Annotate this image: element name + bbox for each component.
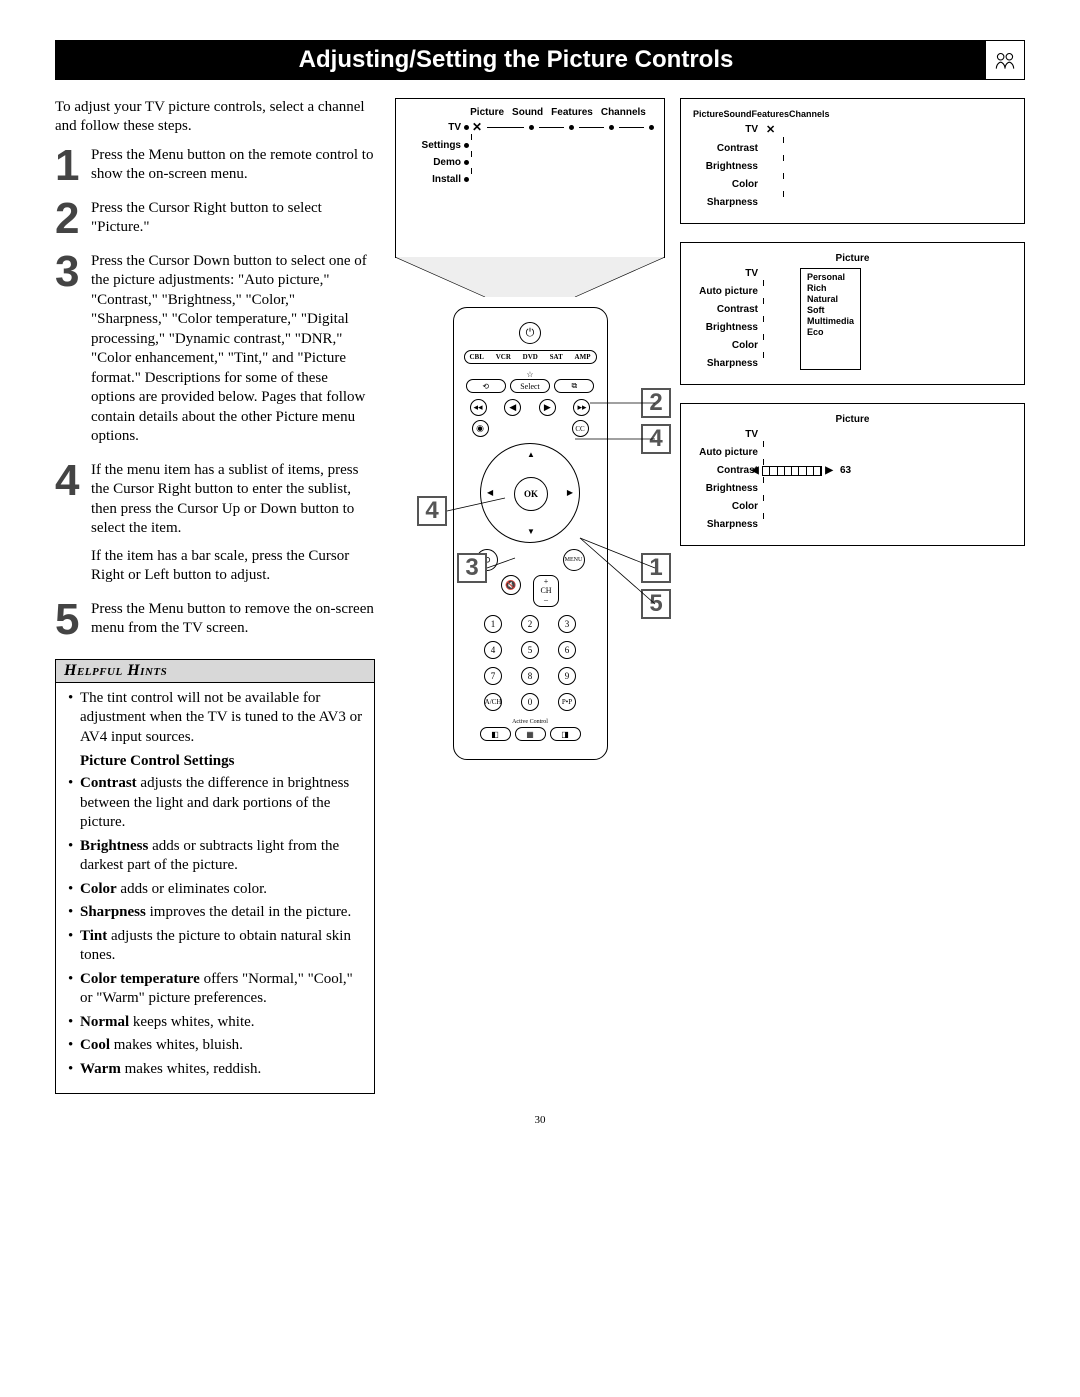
callout-4: 4 xyxy=(641,424,671,454)
hint-item: Normal keeps whites, white. xyxy=(66,1013,364,1033)
intro-text: To adjust your TV picture controls, sele… xyxy=(55,98,375,136)
channel-rocker: +CH– xyxy=(533,575,559,607)
page-number: 30 xyxy=(55,1114,1025,1126)
steps-list: 1 Press the Menu button on the remote co… xyxy=(55,146,375,647)
step-text: Press the Cursor Down button to select o… xyxy=(91,252,375,455)
osd-picture-menu: PictureSoundFeaturesChannels TV✕ Contras… xyxy=(680,98,1025,224)
rewind-icon: ◂◂ xyxy=(470,399,487,416)
step-number: 5 xyxy=(55,600,91,647)
header-icon xyxy=(985,40,1025,80)
hint-item: Tint adjusts the picture to obtain natur… xyxy=(66,927,364,966)
hint-item: Color adds or eliminates color. xyxy=(66,880,364,900)
cc-button: CC xyxy=(572,420,589,437)
hints-subheading: Picture Control Settings xyxy=(66,753,364,770)
select-button: Select xyxy=(510,379,550,393)
osd-contrast-slider: Picture TV Auto picture Contrast 63 Bri xyxy=(680,403,1025,546)
step-text: Press the Menu button on the remote cont… xyxy=(91,146,375,193)
callout-1: 1 xyxy=(641,553,671,583)
step-number: 4 xyxy=(55,461,91,594)
auto-picture-options: Personal Rich Natural Soft Multimedia Ec… xyxy=(800,268,861,370)
ffwd-icon: ▸▸ xyxy=(573,399,590,416)
menu-button: MENU xyxy=(563,549,585,571)
remote-control: CBLVCRDVDSATAMP ☆ ⟲ Select ⧉ ◂◂ ◀ ▶ ▸▸ ◉ xyxy=(453,307,608,760)
callout-3: 3 xyxy=(457,553,487,583)
active-control-label: Active Control xyxy=(464,719,597,725)
power-button-icon xyxy=(519,322,541,344)
stop-icon: ◀ xyxy=(504,399,521,416)
contrast-slider xyxy=(762,466,822,476)
hint-item: Brightness adds or subtracts light from … xyxy=(66,837,364,876)
callout-4: 4 xyxy=(417,496,447,526)
source-row: CBLVCRDVDSATAMP xyxy=(464,350,597,364)
hint-item: Sharpness improves the detail in the pic… xyxy=(66,903,364,923)
dpad: OK ▲ ▼ ◀ ▶ xyxy=(480,443,580,543)
tv-screen-main-menu: PictureSoundFeaturesChannels TV✕ Setting… xyxy=(395,98,665,258)
ok-button: OK xyxy=(514,477,548,511)
remote-oval-button: ⧉ xyxy=(554,379,594,393)
step-number: 1 xyxy=(55,146,91,193)
hint-item: The tint control will not be available f… xyxy=(66,689,364,748)
step-number: 3 xyxy=(55,252,91,455)
callout-5: 5 xyxy=(641,589,671,619)
hint-item: Contrast adjusts the difference in brigh… xyxy=(66,774,364,833)
step-number: 2 xyxy=(55,199,91,246)
projection-cone xyxy=(395,257,665,297)
step-text: Press the Cursor Right button to select … xyxy=(91,199,375,246)
header-bar: Adjusting/Setting the Picture Controls xyxy=(55,40,1025,80)
page-title: Adjusting/Setting the Picture Controls xyxy=(55,46,977,74)
callout-2: 2 xyxy=(641,388,671,418)
hint-item: Cool makes whites, bluish. xyxy=(66,1036,364,1056)
mute-icon: 🔇 xyxy=(501,575,521,595)
step-text: If the menu item has a sublist of items,… xyxy=(91,461,375,594)
play-icon: ▶ xyxy=(539,399,556,416)
hint-item: Warm makes whites, reddish. xyxy=(66,1060,364,1080)
hints-box: Helpful Hints The tint control will not … xyxy=(55,659,375,1095)
step-text: Press the Menu button to remove the on-s… xyxy=(91,600,375,647)
hint-item: Color temperature offers "Normal," "Cool… xyxy=(66,970,364,1009)
osd-auto-picture-sublist: Picture TV Auto picture Contrast Brightn… xyxy=(680,242,1025,385)
remote-oval-button: ⟲ xyxy=(466,379,506,393)
numpad: 123 456 789 A/CH0P•P xyxy=(482,615,579,711)
hints-title: Helpful Hints xyxy=(56,660,374,683)
record-icon: ◉ xyxy=(472,420,489,437)
